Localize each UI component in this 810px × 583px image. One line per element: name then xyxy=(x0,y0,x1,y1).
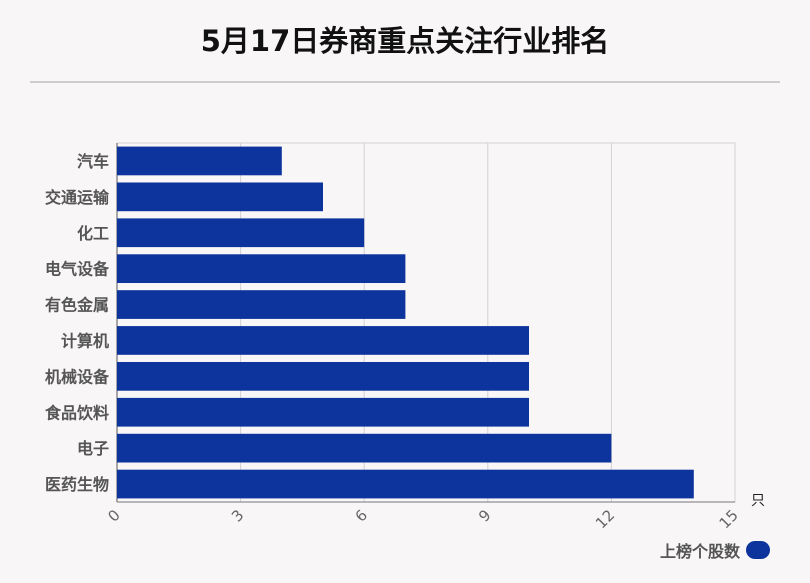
category-label: 汽车 xyxy=(77,152,109,171)
category-label: 交通运输 xyxy=(45,188,110,207)
bar[interactable] xyxy=(117,433,612,463)
x-tick-label: 9 xyxy=(475,506,494,525)
tick-labels: 0 3 6 9 12 15 xyxy=(104,506,741,532)
bar[interactable] xyxy=(117,146,282,176)
chart-title: 5月17日券商重点关注行业排名 xyxy=(200,24,610,58)
legend-swatch[interactable] xyxy=(746,541,770,559)
x-tick-label: 6 xyxy=(352,506,371,525)
category-label: 食品饮料 xyxy=(44,403,109,422)
bar[interactable] xyxy=(117,326,529,355)
category-label: 电气设备 xyxy=(45,260,110,279)
category-label: 医药生物 xyxy=(45,475,109,494)
x-tick-label: 15 xyxy=(716,506,742,532)
x-tick-label: 3 xyxy=(228,506,247,525)
bar-group xyxy=(117,146,694,499)
x-unit-label: 只 xyxy=(751,493,765,509)
title-divider xyxy=(30,81,780,83)
bar[interactable] xyxy=(117,254,406,284)
bar[interactable] xyxy=(117,361,529,391)
category-label: 有色金属 xyxy=(45,296,109,315)
category-label: 机械设备 xyxy=(45,367,110,386)
x-tick-label: 0 xyxy=(104,506,123,525)
x-tick-label: 12 xyxy=(592,506,618,532)
bar[interactable] xyxy=(117,469,694,499)
bar[interactable] xyxy=(117,182,323,212)
bar[interactable] xyxy=(117,290,406,319)
legend-label: 上榜个股数 xyxy=(659,542,740,561)
bar[interactable] xyxy=(117,397,529,427)
bar[interactable] xyxy=(117,218,365,248)
category-label: 电子 xyxy=(77,439,109,458)
category-label: 计算机 xyxy=(61,331,109,350)
category-label: 化工 xyxy=(77,224,109,243)
legend: 上榜个股数 xyxy=(660,538,770,562)
